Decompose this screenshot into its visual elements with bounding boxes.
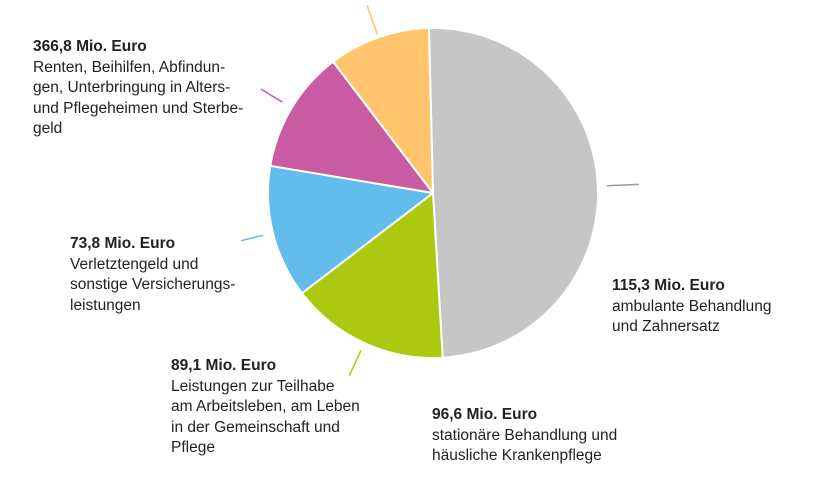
slice-description: stationäre Behandlung und häusliche Kran… <box>432 426 618 465</box>
leader-line-ambulante-behandlung <box>348 349 362 377</box>
slice-description: Renten, Beihilfen, Abfindun- gen, Unterb… <box>33 58 244 138</box>
slice-description: Leistungen zur Teilhabe am Arbeitsleben,… <box>171 377 360 457</box>
slice-label-renten: 366,8 Mio. Euro Renten, Beihilfen, Abfin… <box>33 37 268 140</box>
slice-label-verletztengeld: 73,8 Mio. Euro Verletztengeld und sonsti… <box>70 234 270 316</box>
slice-value: 73,8 Mio. Euro <box>70 235 176 252</box>
slice-label-stationaere-behandlung: 96,6 Mio. Euro stationäre Behandlung und… <box>432 405 652 467</box>
slice-value: 115,3 Mio. Euro <box>612 277 725 294</box>
leader-line-renten <box>606 183 639 187</box>
slice-description: Verletztengeld und sonstige Versicherung… <box>70 255 236 314</box>
slice-description: ambulante Behandlung und Zahnersatz <box>612 297 772 336</box>
leader-line-teilhabe <box>260 88 283 103</box>
slice-value: 366,8 Mio. Euro <box>33 38 147 55</box>
leader-line-stationaere-behandlung <box>240 234 264 242</box>
slice-value: 89,1 Mio. Euro <box>171 357 277 374</box>
pie-slice-stationaere-behandlung <box>267 164 434 295</box>
slice-label-ambulante-behandlung: 115,3 Mio. Euro ambulante Behandlung und… <box>612 276 812 338</box>
pie-slice-verletztengeld <box>332 27 434 194</box>
slice-label-teilhabe: 89,1 Mio. Euro Leistungen zur Teilhabe a… <box>171 356 391 459</box>
pie-slice-teilhabe <box>269 60 434 194</box>
pie-slice-renten <box>427 27 599 359</box>
leader-line-verletztengeld <box>366 4 379 35</box>
slice-value: 96,6 Mio. Euro <box>432 406 538 423</box>
pie-slice-ambulante-behandlung <box>300 192 444 359</box>
